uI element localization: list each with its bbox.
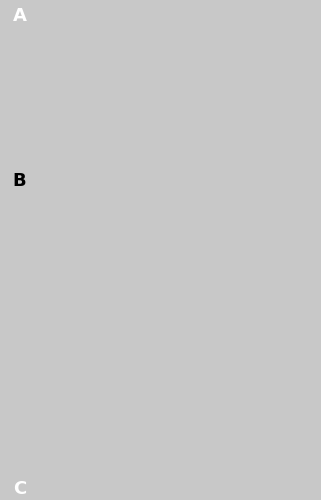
Text: B: B <box>13 172 26 190</box>
Text: A: A <box>13 6 27 25</box>
Text: C: C <box>13 480 26 498</box>
